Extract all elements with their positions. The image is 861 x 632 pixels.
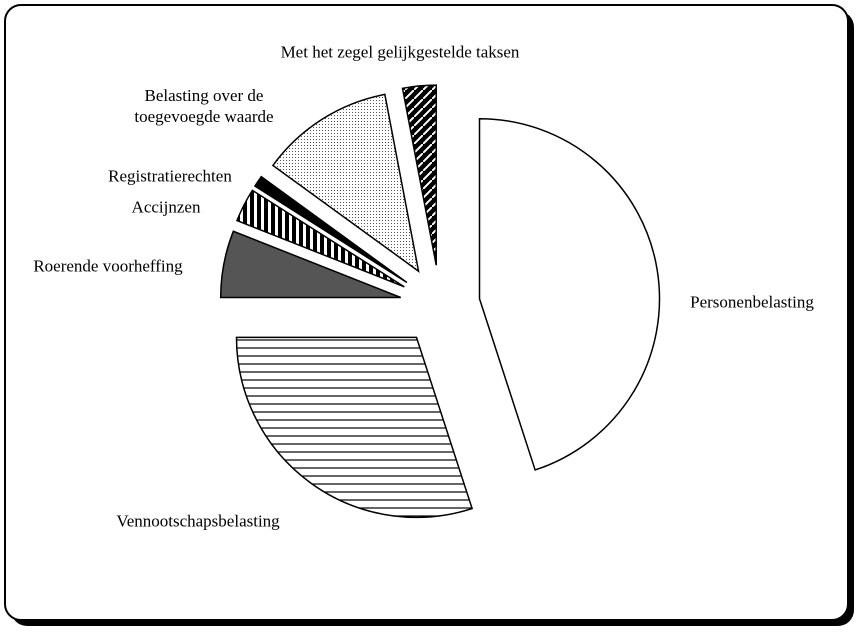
pie-slice (253, 175, 408, 284)
frame (4, 4, 849, 621)
slice-label: Roerende voorheffing (33, 256, 183, 276)
pie-slice (219, 230, 401, 299)
pie-slice (235, 336, 474, 519)
pie-slice (236, 189, 405, 288)
slice-label: Personenbelasting (690, 292, 814, 312)
slice-label: Registratierechten (108, 166, 232, 186)
pie-slice (478, 117, 661, 471)
pie-slice (401, 84, 437, 266)
pie-slice (271, 93, 420, 273)
slice-label: Accijnzen (131, 197, 201, 217)
slice-label: Belasting over de toegevoegde waarde (134, 86, 274, 126)
slice-label: Met het zegel gelijkgestelde taksen (280, 42, 520, 62)
slice-label: Vennootschapsbelasting (116, 511, 280, 531)
